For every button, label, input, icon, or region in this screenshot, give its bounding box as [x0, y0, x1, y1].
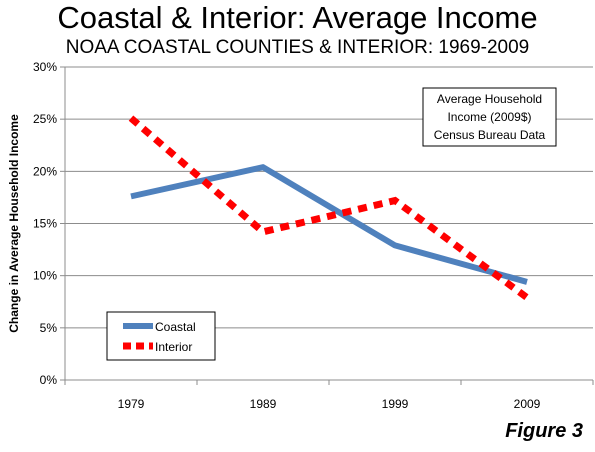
y-tick-label: 25%	[33, 112, 57, 126]
legend-box	[106, 311, 216, 361]
series-line-coastal	[130, 164, 528, 285]
y-tick-label: 0%	[40, 373, 58, 387]
y-tick-label: 20%	[33, 164, 57, 178]
series-line-interior	[128, 115, 530, 301]
legend-label-coastal: Coastal	[155, 320, 196, 334]
y-tick-label: 5%	[40, 321, 58, 335]
x-tick-label: 1999	[382, 397, 409, 411]
x-tick-label: 1989	[250, 397, 277, 411]
annotation-line: Income (2009$)	[447, 110, 531, 124]
annotation-line: Average Household	[437, 92, 542, 106]
y-tick-label: 10%	[33, 269, 57, 283]
y-axis-label: Change in Average Household Income	[7, 114, 21, 333]
y-tick-label: 30%	[33, 60, 57, 74]
x-tick-label: 1979	[118, 397, 145, 411]
legend-label-interior: Interior	[155, 340, 192, 354]
x-tick-label: 2009	[514, 397, 541, 411]
annotation-box	[422, 87, 557, 147]
y-tick-label: 15%	[33, 217, 57, 231]
chart-subtitle: NOAA COASTAL COUNTIES & INTERIOR: 1969-2…	[65, 37, 530, 58]
annotation-line: Census Bureau Data	[434, 128, 546, 142]
figure-label: Figure 3	[505, 420, 583, 442]
chart-title: Coastal & Interior: Average Income	[57, 0, 538, 35]
